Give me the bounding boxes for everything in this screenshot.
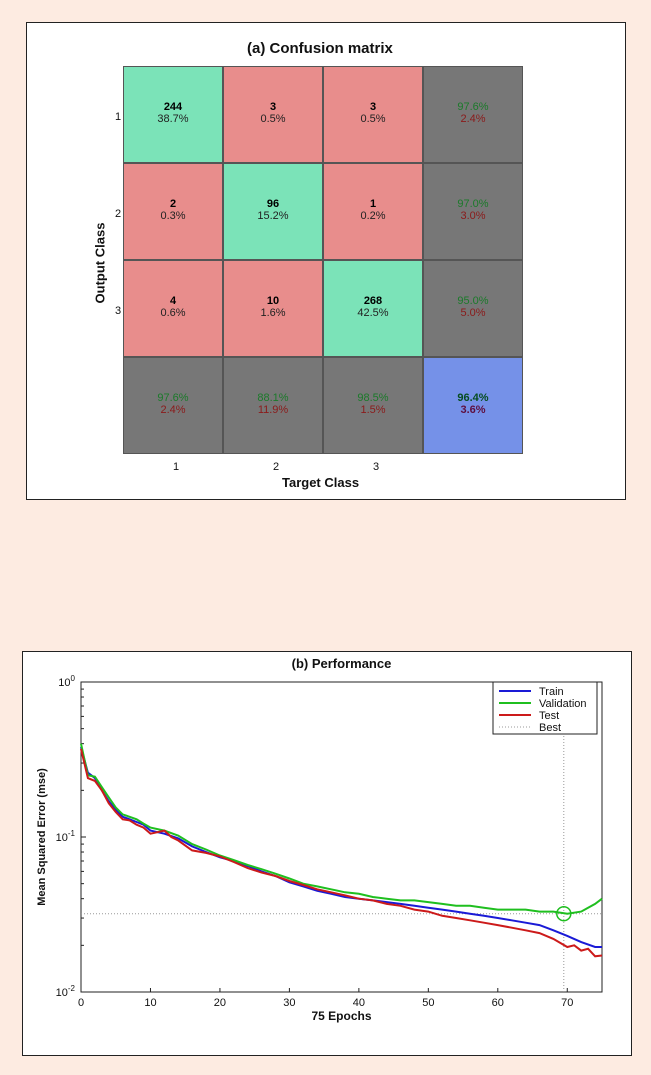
y-tick-2: 2 xyxy=(115,208,122,220)
x-tick-label: 70 xyxy=(561,997,573,1009)
cell-count: 1 xyxy=(369,198,377,210)
x-tick-label: 40 xyxy=(353,997,365,1009)
cell-percent: 0.3% xyxy=(160,210,186,222)
cell-error: 2.4% xyxy=(160,404,186,416)
legend-label: Train xyxy=(539,686,564,698)
cell-percent: 38.7% xyxy=(157,113,189,125)
series-line-train xyxy=(80,746,602,948)
x-tick-1: 1 xyxy=(173,461,180,473)
x-tick-label: 0 xyxy=(78,997,84,1009)
cell-percent: 1.6% xyxy=(260,307,286,319)
x-tick-label: 10 xyxy=(144,997,156,1009)
legend-label: Test xyxy=(539,710,559,722)
cm-cell-correct: 96 15.2% xyxy=(223,163,323,260)
cm-cell-total: 96.4% 3.6% xyxy=(423,357,523,454)
cm-cell-wrong: 2 0.3% xyxy=(123,163,223,260)
x-tick-label: 20 xyxy=(214,997,226,1009)
cell-accuracy: 88.1% xyxy=(257,392,289,404)
series-line-validation xyxy=(80,743,603,915)
x-tick-3: 3 xyxy=(373,461,380,473)
best-marker xyxy=(556,905,572,922)
performance-panel: (b) Performance 0 10 20 30 40 50 60 70 100 10-1 10-… xyxy=(22,651,632,1056)
cell-percent: 42.5% xyxy=(357,307,389,319)
cell-error: 11.9% xyxy=(257,404,289,416)
legend-label: Best xyxy=(539,722,561,734)
cell-percent: 15.2% xyxy=(257,210,289,222)
y-tick-label: 10-1 xyxy=(56,829,76,844)
cell-percent: 0.5% xyxy=(260,113,286,125)
cell-count: 3 xyxy=(269,101,277,113)
cell-accuracy: 98.5% xyxy=(357,392,389,404)
cm-cell-summary: 98.5% 1.5% xyxy=(323,357,423,454)
x-tick-label: 50 xyxy=(422,997,434,1009)
cell-count: 4 xyxy=(169,295,177,307)
cm-cell-wrong: 3 0.5% xyxy=(323,66,423,163)
cell-count: 2 xyxy=(169,198,177,210)
cm-cell-correct: 268 42.5% xyxy=(323,260,423,357)
cell-error: 5.0% xyxy=(460,307,486,319)
cell-error: 2.4% xyxy=(460,113,486,125)
cell-accuracy: 95.0% xyxy=(457,295,489,307)
x-tick-label: 60 xyxy=(492,997,504,1009)
cell-percent: 0.5% xyxy=(360,113,386,125)
cell-count: 268 xyxy=(363,295,383,307)
y-axis-label: Mean Squared Error (mse) xyxy=(36,768,48,906)
y-tick-label: 100 xyxy=(58,674,75,689)
cell-count: 10 xyxy=(266,295,280,307)
y-tick-3: 3 xyxy=(115,305,122,317)
cell-percent: 0.2% xyxy=(360,210,386,222)
x-axis-label: 75 Epochs xyxy=(311,1009,371,1023)
cell-count: 96 xyxy=(266,198,280,210)
cm-cell-wrong: 4 0.6% xyxy=(123,260,223,357)
cell-accuracy: 97.0% xyxy=(457,198,489,210)
cell-count: 3 xyxy=(369,101,377,113)
cell-accuracy: 97.6% xyxy=(457,101,489,113)
cm-cell-summary: 97.6% 2.4% xyxy=(123,357,223,454)
cell-percent: 0.6% xyxy=(160,307,186,319)
y-tick-label: 10-2 xyxy=(56,984,76,999)
cm-cell-correct: 244 38.7% xyxy=(123,66,223,163)
x-axis-label: Target Class xyxy=(282,475,360,490)
x-tick-2: 2 xyxy=(273,461,280,473)
cm-cell-wrong: 10 1.6% xyxy=(223,260,323,357)
cm-cell-wrong: 3 0.5% xyxy=(223,66,323,163)
cm-cell-summary: 97.6% 2.4% xyxy=(423,66,523,163)
confusion-matrix-panel: (a) Confusion matrix 244 38.7% 3 0.5% 3 0.5% 9… xyxy=(26,22,626,500)
cm-cell-summary: 88.1% 11.9% xyxy=(223,357,323,454)
cm-cell-summary: 97.0% 3.0% xyxy=(423,163,523,260)
series-line-test xyxy=(80,748,603,958)
legend-label: Validation xyxy=(539,698,587,710)
x-tick-label: 30 xyxy=(283,997,295,1009)
cell-error: 3.6% xyxy=(460,404,486,416)
performance-chart: (b) Performance 0 10 20 30 40 50 60 70 100 10-1 10-… xyxy=(36,656,603,1023)
cell-error: 3.0% xyxy=(460,210,486,222)
cell-count: 244 xyxy=(163,101,183,113)
confusion-matrix-title: (a) Confusion matrix xyxy=(247,40,393,57)
cell-accuracy: 97.6% xyxy=(157,392,189,404)
cell-error: 1.5% xyxy=(360,404,386,416)
cm-cell-summary: 95.0% 5.0% xyxy=(423,260,523,357)
chart-title: (b) Performance xyxy=(292,656,392,671)
y-axis-label: Output Class xyxy=(92,222,108,304)
y-tick-1: 1 xyxy=(115,111,122,123)
cm-cell-wrong: 1 0.2% xyxy=(323,163,423,260)
cell-accuracy: 96.4% xyxy=(457,392,489,404)
